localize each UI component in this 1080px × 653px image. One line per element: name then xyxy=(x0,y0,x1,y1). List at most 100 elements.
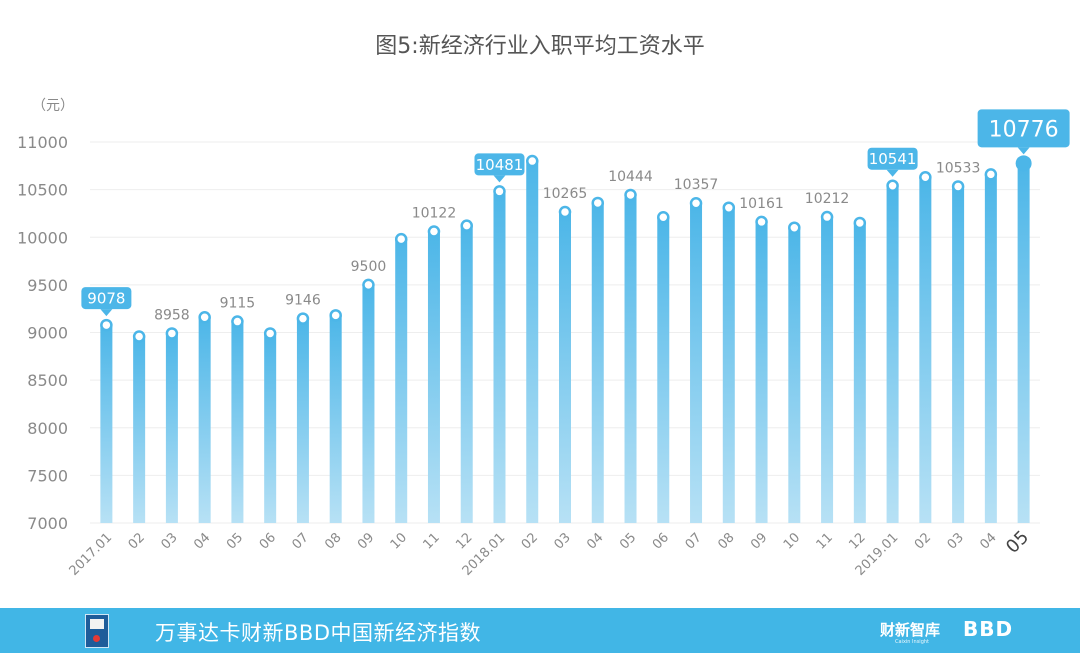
bar-end-marker xyxy=(886,179,899,192)
bar-end-marker xyxy=(165,327,179,340)
bar-end-marker xyxy=(919,170,932,184)
x-tick-label: 10 xyxy=(388,530,410,552)
x-tick-label: 02 xyxy=(519,530,541,552)
x-tick-label: 11 xyxy=(814,530,836,552)
chart-title: 图5:新经济行业入职平均工资水平 xyxy=(375,34,704,59)
bar-end-marker xyxy=(427,225,441,238)
bar-end-marker xyxy=(722,201,736,214)
value-label: 10265 xyxy=(543,186,588,202)
y-tick-label: 10000 xyxy=(17,228,68,247)
bar xyxy=(657,217,670,523)
bar xyxy=(264,333,277,523)
bar-end-marker xyxy=(296,312,310,325)
bar-end-marker xyxy=(788,221,801,234)
chart-svg: 图5:新经济行业入职平均工资水平 （元） 7000 7500 8000 8500 9000 9… xyxy=(17,34,1070,579)
bar-end-marker xyxy=(100,318,113,332)
x-tick-label: 03 xyxy=(552,530,574,552)
bar xyxy=(231,321,244,523)
bar xyxy=(591,202,604,523)
value-label: 9115 xyxy=(220,296,256,312)
value-label: 10212 xyxy=(805,191,850,207)
bar xyxy=(362,284,375,523)
y-tick-label: 7500 xyxy=(27,466,68,485)
bbd-brand-logo: BBD xyxy=(963,617,1014,641)
bar-end-marker xyxy=(689,196,703,210)
caixin-brand-logo: 财新智库 xyxy=(880,621,941,639)
value-label: 10533 xyxy=(936,160,981,176)
x-tick-label: 12 xyxy=(453,530,475,552)
bar-end-marker xyxy=(984,168,998,181)
value-label: 9146 xyxy=(285,293,321,309)
bar-end-marker xyxy=(591,196,605,210)
bar xyxy=(821,217,834,523)
bar-end-marker xyxy=(624,188,637,202)
value-label-bubble xyxy=(977,109,1070,148)
bar-end-marker xyxy=(525,154,539,168)
footer-title: 万事达卡财新BBD中国新经济指数 xyxy=(155,621,481,645)
bar-end-marker xyxy=(231,315,244,328)
value-label: 10776 xyxy=(989,117,1059,142)
bar xyxy=(919,177,932,523)
x-tick-label: 02 xyxy=(126,530,148,552)
bar xyxy=(427,231,440,523)
value-label: 10122 xyxy=(412,206,457,222)
y-tick-label: 8500 xyxy=(27,371,68,390)
bar xyxy=(165,333,178,523)
x-tick-label: 08 xyxy=(322,530,344,552)
value-label-pointer xyxy=(886,169,899,177)
y-tick-label: 9500 xyxy=(27,276,68,295)
value-label: 9500 xyxy=(351,259,387,275)
x-tick-label: 08 xyxy=(715,530,737,552)
x-tick-label: 04 xyxy=(191,530,213,552)
chart: 图5:新经济行业入职平均工资水平 （元） 7000 7500 8000 8500 9000 9… xyxy=(17,34,1070,579)
bar xyxy=(690,203,703,524)
bar xyxy=(788,227,801,523)
x-tick-label: 11 xyxy=(420,530,442,552)
x-tick-label: 05 xyxy=(617,530,639,552)
x-tick-label: 09 xyxy=(355,530,377,552)
bar xyxy=(755,221,768,524)
bar xyxy=(198,317,211,523)
bar xyxy=(984,174,997,523)
x-tick-label: 10 xyxy=(781,530,803,552)
value-label: 10481 xyxy=(476,156,524,174)
value-label: 8958 xyxy=(154,307,190,323)
bar-end-marker xyxy=(558,205,572,219)
value-label-pointer xyxy=(100,309,113,317)
value-label-pointer xyxy=(493,175,506,183)
y-axis-unit-label: （元） xyxy=(32,98,74,114)
bar xyxy=(460,225,473,523)
bar-end-marker xyxy=(755,215,768,229)
bar-end-marker xyxy=(493,185,506,198)
x-tick-label: 07 xyxy=(289,530,311,552)
x-tick-label: 04 xyxy=(584,530,606,552)
value-label: 9078 xyxy=(87,289,125,307)
x-tick-label: 06 xyxy=(257,530,279,552)
y-tick-label: 7000 xyxy=(27,514,68,533)
bar xyxy=(493,191,506,523)
bar xyxy=(624,194,637,524)
value-label-pointer xyxy=(1017,147,1030,155)
x-tick-label: 09 xyxy=(748,530,770,552)
value-label: 10444 xyxy=(608,169,653,185)
x-tick-label: 05 xyxy=(224,530,246,552)
y-tick-label: 8000 xyxy=(27,419,68,438)
x-tick-label: 2017.01 xyxy=(67,530,116,579)
value-label: 10161 xyxy=(739,196,784,212)
bar xyxy=(395,239,408,523)
bar xyxy=(853,222,866,523)
x-tick-label: 07 xyxy=(683,530,705,552)
bar xyxy=(1017,163,1030,523)
bar-end-marker xyxy=(853,216,867,230)
value-label-bubble xyxy=(81,287,132,310)
bar-end-marker xyxy=(329,309,342,322)
x-tick-label: 02 xyxy=(912,530,934,552)
x-tick-label: 12 xyxy=(846,530,868,552)
value-label: 10357 xyxy=(674,177,719,193)
bar xyxy=(559,212,571,524)
bar xyxy=(329,315,342,523)
bar-end-marker xyxy=(362,278,375,292)
bar-end-marker xyxy=(1015,155,1032,172)
value-label-bubble xyxy=(867,147,918,170)
bar-end-marker xyxy=(657,210,670,224)
